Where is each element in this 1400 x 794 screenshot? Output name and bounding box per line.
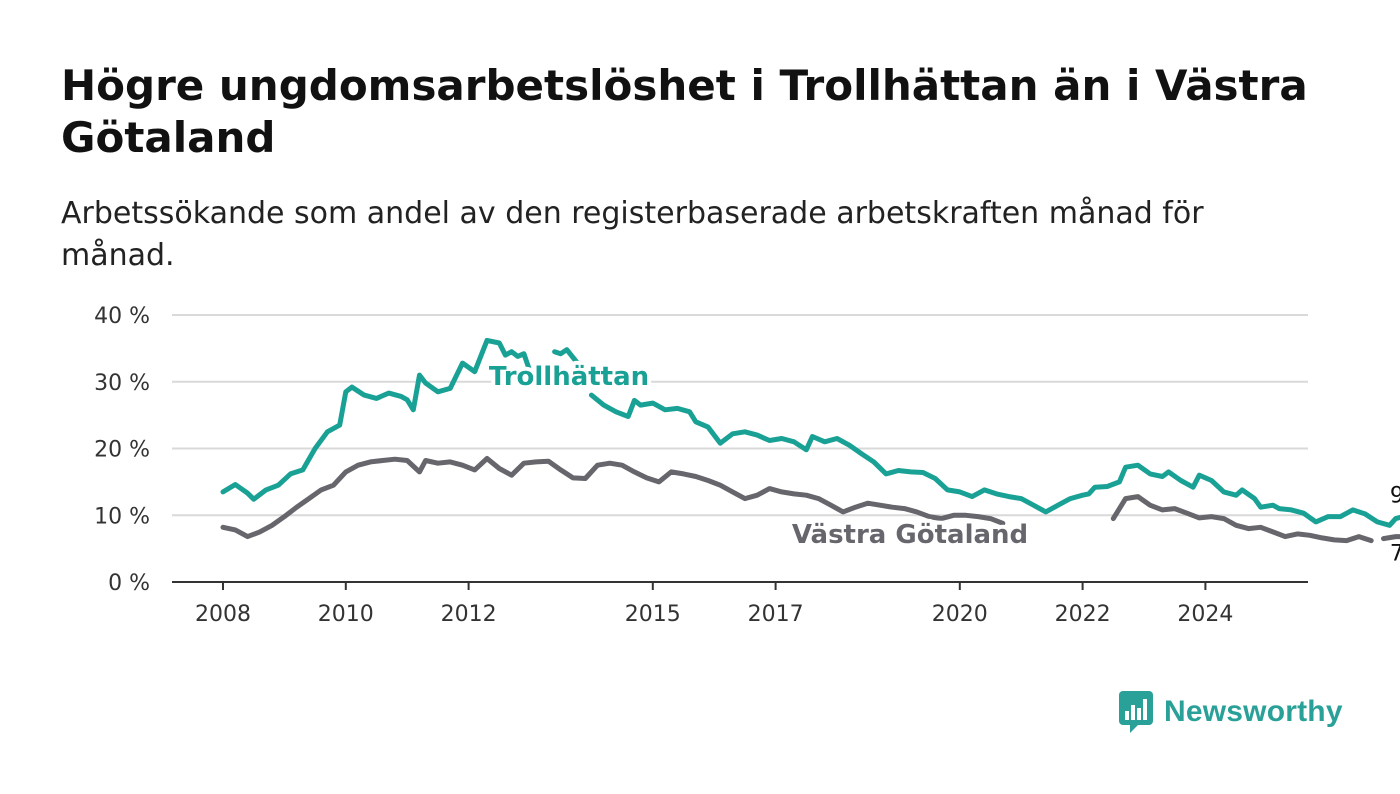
y-tick-label: 10 %: [94, 504, 150, 529]
chart-title: Högre ungdomsarbetslöshet i Trollhättan …: [61, 61, 1308, 162]
series-line: [1381, 534, 1400, 542]
x-tick-label: 2012: [441, 602, 497, 627]
x-tick-label: 2020: [932, 602, 988, 627]
x-tick-label: 2010: [318, 602, 374, 627]
series-lines: [220, 337, 1400, 544]
brand-name: Newsworthy: [1164, 695, 1343, 728]
series-name-label: Västra Götaland: [792, 520, 1028, 550]
series-name-label: Trollhättan: [489, 362, 649, 392]
y-tick-label: 40 %: [94, 304, 150, 329]
series-line: [552, 347, 582, 368]
series-line: [1110, 494, 1374, 544]
chart-subtitle: Arbetssökande som andel av den registerb…: [61, 196, 1204, 273]
y-tick-label: 0 %: [108, 571, 150, 596]
bar-chart-speech-bubble-icon: [1119, 691, 1153, 733]
series-line: [220, 337, 545, 502]
y-tick-label: 30 %: [94, 371, 150, 396]
x-tick-label: 2015: [625, 602, 681, 627]
x-tick-label: 2022: [1055, 602, 1111, 627]
y-axis-ticks: 0 % 10 % 20 % 30 % 40 %: [94, 304, 150, 596]
x-tick-label: 2024: [1177, 602, 1233, 627]
series-line: [588, 392, 1400, 528]
y-tick-label: 20 %: [94, 438, 150, 463]
series-end-label: 9,5 %: [1390, 484, 1400, 509]
x-tick-label: 2017: [748, 602, 804, 627]
series-line: [220, 456, 1006, 540]
series-labels: 9,5 % 7,7 % Trollhättan Västra Götaland: [485, 358, 1400, 567]
x-tick-label: 2008: [195, 602, 251, 627]
series-end-label: 7,7 %: [1390, 542, 1400, 567]
x-axis-ticks: 2008 2010 2012 2015 2017 2020 2022 2024: [195, 582, 1233, 627]
gridlines: [172, 314, 1308, 583]
newsworthy-logo: Newsworthy: [1118, 690, 1343, 734]
